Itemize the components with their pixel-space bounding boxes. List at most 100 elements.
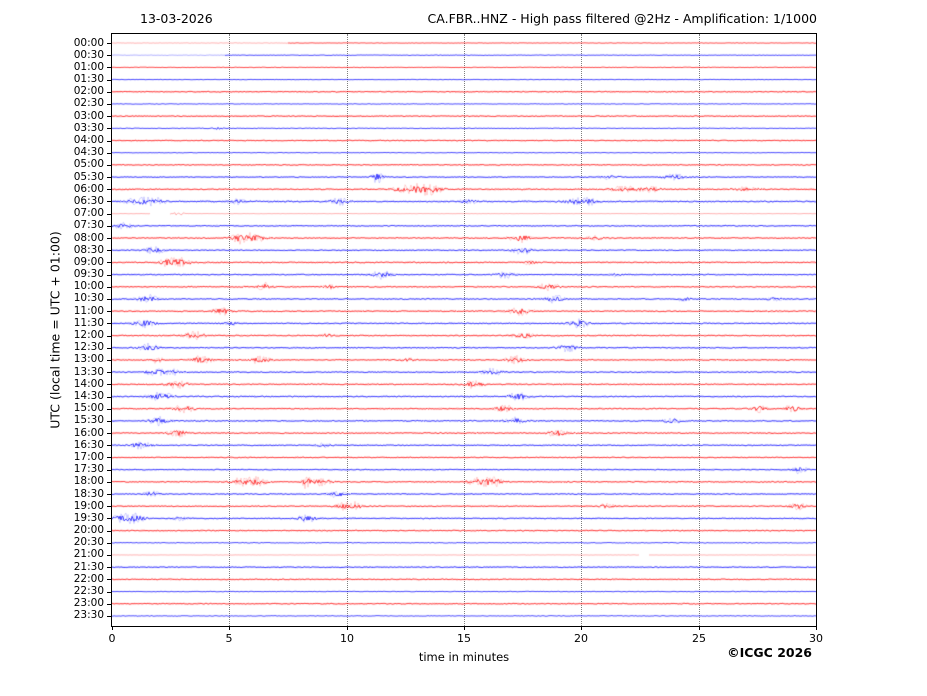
x-tick-label: 25 bbox=[692, 632, 706, 645]
x-tick-label: 5 bbox=[225, 632, 233, 645]
x-tick bbox=[699, 626, 700, 630]
y-tick-label: 09:00 bbox=[73, 256, 104, 268]
y-tick-label: 04:00 bbox=[73, 134, 104, 146]
y-tick-label: 08:30 bbox=[73, 244, 104, 256]
y-tick-label: 15:00 bbox=[73, 402, 104, 414]
y-tick bbox=[107, 43, 111, 44]
x-axis-title: time in minutes bbox=[418, 650, 510, 664]
y-tick bbox=[107, 299, 111, 300]
y-tick bbox=[107, 457, 111, 458]
y-tick-label: 15:30 bbox=[73, 414, 104, 426]
y-tick bbox=[107, 165, 111, 166]
y-tick-label: 21:00 bbox=[73, 548, 104, 560]
y-tick-label: 19:00 bbox=[73, 500, 104, 512]
y-tick bbox=[107, 238, 111, 239]
y-tick bbox=[107, 470, 111, 471]
y-tick-label: 16:30 bbox=[73, 439, 104, 451]
y-tick bbox=[107, 433, 111, 434]
y-tick-label: 23:30 bbox=[73, 609, 104, 621]
y-tick-label: 17:30 bbox=[73, 463, 104, 475]
x-tick bbox=[347, 626, 348, 630]
x-tick-label: 0 bbox=[108, 632, 116, 645]
y-tick bbox=[107, 323, 111, 324]
y-tick-label: 23:00 bbox=[73, 597, 104, 609]
y-tick bbox=[107, 555, 111, 556]
y-tick-label: 13:00 bbox=[73, 353, 104, 365]
y-tick-label: 20:30 bbox=[73, 536, 104, 548]
y-tick-label: 17:00 bbox=[73, 451, 104, 463]
credit-label: ©ICGC 2026 bbox=[727, 645, 812, 660]
y-tick-label: 12:00 bbox=[73, 329, 104, 341]
y-tick-label: 22:00 bbox=[73, 573, 104, 585]
y-tick-label: 18:00 bbox=[73, 475, 104, 487]
x-tick-label: 15 bbox=[457, 632, 471, 645]
y-tick bbox=[107, 579, 111, 580]
y-tick bbox=[107, 409, 111, 410]
date-label: 13-03-2026 bbox=[140, 11, 213, 26]
y-tick-label: 03:30 bbox=[73, 122, 104, 134]
y-tick-label: 01:30 bbox=[73, 73, 104, 85]
y-tick bbox=[107, 592, 111, 593]
y-tick bbox=[107, 275, 111, 276]
y-tick bbox=[107, 141, 111, 142]
y-tick-label: 10:30 bbox=[73, 292, 104, 304]
plot-area bbox=[111, 33, 817, 627]
y-tick bbox=[107, 128, 111, 129]
y-tick-label: 11:30 bbox=[73, 317, 104, 329]
y-tick bbox=[107, 287, 111, 288]
y-tick-label: 10:00 bbox=[73, 280, 104, 292]
y-tick bbox=[107, 421, 111, 422]
y-tick-label: 22:30 bbox=[73, 585, 104, 597]
y-tick-label: 05:00 bbox=[73, 158, 104, 170]
y-tick-label: 07:30 bbox=[73, 219, 104, 231]
y-tick bbox=[107, 336, 111, 337]
y-tick bbox=[107, 311, 111, 312]
y-tick-label: 00:30 bbox=[73, 49, 104, 61]
y-tick bbox=[107, 445, 111, 446]
y-tick-label: 16:00 bbox=[73, 427, 104, 439]
y-tick bbox=[107, 55, 111, 56]
y-tick bbox=[107, 360, 111, 361]
y-tick bbox=[107, 153, 111, 154]
y-tick bbox=[107, 250, 111, 251]
y-tick-label: 06:00 bbox=[73, 183, 104, 195]
x-tick bbox=[816, 626, 817, 630]
y-tick bbox=[107, 67, 111, 68]
x-tick bbox=[112, 626, 113, 630]
page-title: CA.FBR..HNZ - High pass filtered @2Hz - … bbox=[427, 11, 817, 26]
y-tick bbox=[107, 116, 111, 117]
y-tick bbox=[107, 177, 111, 178]
y-tick bbox=[107, 604, 111, 605]
y-tick bbox=[107, 384, 111, 385]
y-tick bbox=[107, 616, 111, 617]
y-tick bbox=[107, 348, 111, 349]
y-tick bbox=[107, 494, 111, 495]
y-tick bbox=[107, 372, 111, 373]
y-tick bbox=[107, 92, 111, 93]
y-tick-label: 02:30 bbox=[73, 97, 104, 109]
y-tick bbox=[107, 543, 111, 544]
x-tick-label: 10 bbox=[340, 632, 354, 645]
y-tick-label: 04:30 bbox=[73, 146, 104, 158]
trace-canvas bbox=[112, 34, 816, 626]
y-tick-label: 20:00 bbox=[73, 524, 104, 536]
y-tick-label: 12:30 bbox=[73, 341, 104, 353]
y-tick bbox=[107, 531, 111, 532]
y-tick bbox=[107, 567, 111, 568]
x-tick bbox=[229, 626, 230, 630]
y-tick bbox=[107, 201, 111, 202]
y-tick-label: 11:00 bbox=[73, 305, 104, 317]
x-tick bbox=[581, 626, 582, 630]
y-tick bbox=[107, 482, 111, 483]
y-tick-label: 03:00 bbox=[73, 110, 104, 122]
x-tick-label: 30 bbox=[809, 632, 823, 645]
y-tick bbox=[107, 226, 111, 227]
y-tick-label: 14:30 bbox=[73, 390, 104, 402]
y-tick bbox=[107, 104, 111, 105]
x-tick-label: 20 bbox=[574, 632, 588, 645]
y-tick-label: 07:00 bbox=[73, 207, 104, 219]
y-tick-label: 13:30 bbox=[73, 366, 104, 378]
y-tick-label: 21:30 bbox=[73, 561, 104, 573]
y-tick bbox=[107, 80, 111, 81]
y-tick bbox=[107, 262, 111, 263]
